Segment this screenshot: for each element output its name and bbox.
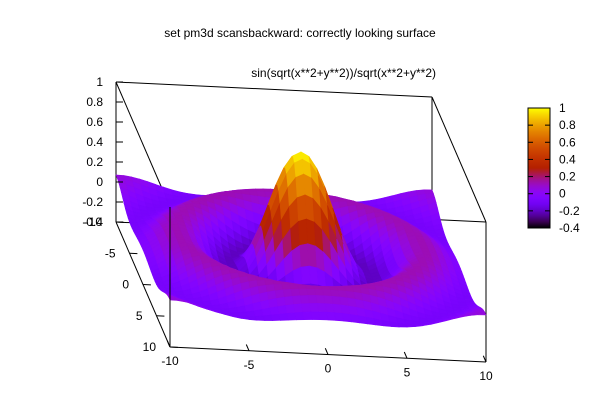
- colorbar-tick-label: -0.4: [559, 221, 580, 235]
- surface-facet: [477, 312, 486, 315]
- x-tick-label: -5: [105, 246, 116, 260]
- y-tick-label: -10: [161, 354, 179, 368]
- y-tick-label: 10: [479, 369, 493, 383]
- colorbar-tick-label: 0: [559, 187, 566, 201]
- function-key-label: sin(sqrt(x**2+y**2))/sqrt(x**2+y**2): [251, 66, 436, 80]
- y-tick-mark: [404, 352, 407, 358]
- x-tick-label: -10: [85, 215, 103, 229]
- z-tick-label: 0.2: [86, 155, 103, 169]
- surface-facet: [187, 193, 196, 197]
- y-tick-label: 0: [325, 362, 332, 376]
- z-tick-label: 1: [96, 75, 103, 89]
- colorbar-tick-label: 0.2: [559, 170, 576, 184]
- z-tick-label: 0.6: [86, 115, 103, 129]
- colorbar-tick-label: -0.2: [559, 204, 580, 218]
- surface-facet: [436, 233, 445, 237]
- y-tick-label: -5: [244, 358, 255, 372]
- surface-facet: [181, 197, 190, 201]
- chart-title: set pm3d scansbackward: correctly lookin…: [164, 26, 436, 40]
- y-tick-mark: [325, 348, 328, 354]
- colorbar-gradient: [528, 108, 550, 228]
- colorbar-tick-label: 0.8: [559, 118, 576, 132]
- z-axis: 10.80.60.40.20-0.2-0.4: [82, 75, 123, 229]
- x-tick-label: 0: [122, 278, 129, 292]
- x-tick-label: 10: [143, 340, 157, 354]
- z-tick-label: 0.8: [86, 95, 103, 109]
- y-axis: -10 -5 0 5 10: [161, 341, 493, 383]
- surface-mesh: [116, 152, 486, 327]
- z-tick-label: -0.2: [82, 195, 103, 209]
- colorbar-tick-label: 0.6: [559, 135, 576, 149]
- y-tick-label: 5: [404, 365, 411, 379]
- x-tick-label: 5: [136, 309, 143, 323]
- box-edge: [116, 82, 432, 97]
- y-tick-mark: [246, 345, 249, 351]
- colorbar: 1 0.8 0.6 0.4 0.2 0 -0.2 -0.4: [528, 101, 580, 235]
- box-edge: [432, 97, 486, 222]
- colorbar-tick-label: 0.4: [559, 152, 576, 166]
- z-tick-label: 0.4: [86, 135, 103, 149]
- colorbar-tick-label: 1: [559, 101, 566, 115]
- z-tick-label: 0: [96, 175, 103, 189]
